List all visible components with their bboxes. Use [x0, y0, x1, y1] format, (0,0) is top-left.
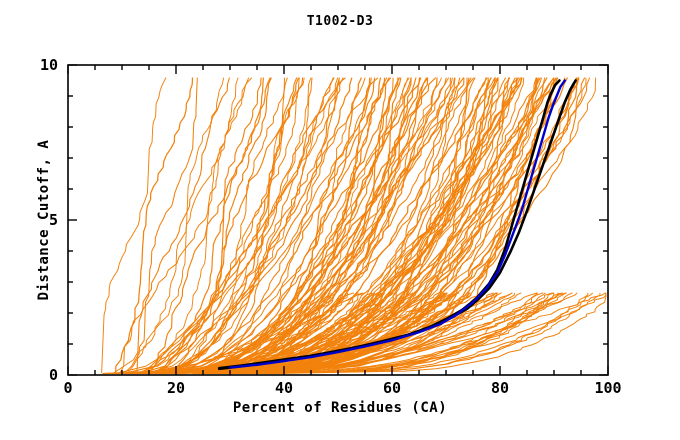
- background-curve: [119, 77, 252, 374]
- x-tick-label-100: 100: [594, 379, 622, 397]
- background-curve: [164, 77, 353, 374]
- y-tick-label-0: 0: [48, 366, 58, 384]
- background-curve: [174, 77, 391, 374]
- background-series-group: [101, 77, 607, 374]
- background-curve: [217, 77, 521, 374]
- background-curve: [130, 292, 363, 374]
- background-curve: [220, 77, 558, 374]
- background-curve: [203, 77, 489, 374]
- background-curve: [175, 77, 421, 374]
- background-curve: [167, 77, 313, 374]
- background-curve: [232, 77, 506, 374]
- background-curve: [181, 77, 470, 374]
- background-curve: [102, 292, 326, 374]
- x-tick-label-0: 0: [63, 379, 73, 397]
- background-curve: [166, 77, 344, 374]
- background-curve: [212, 77, 492, 374]
- background-curve: [184, 77, 455, 373]
- background-curve: [237, 292, 573, 374]
- axis-ticks: [67, 64, 609, 376]
- background-curve: [155, 77, 312, 373]
- background-curve: [178, 77, 410, 373]
- x-tick-label-20: 20: [166, 379, 186, 397]
- page-title: T1002-D3: [306, 14, 374, 29]
- highlight-curve-highlight-blue: [228, 79, 566, 369]
- background-curve: [167, 77, 335, 374]
- y-axis-label: Distance Cutoff, A: [36, 139, 52, 301]
- y-tick-label-5: 5: [48, 211, 58, 229]
- background-curve: [138, 292, 358, 374]
- background-curve: [268, 292, 594, 374]
- background-curve: [134, 292, 376, 374]
- background-curve: [125, 292, 349, 374]
- background-curve: [188, 77, 385, 374]
- background-curve: [192, 77, 442, 373]
- background-curve: [115, 292, 355, 374]
- background-curve: [210, 292, 538, 374]
- background-curve: [222, 77, 456, 374]
- background-curve: [115, 77, 194, 374]
- highlight-series-group: [217, 79, 577, 371]
- background-curve: [276, 292, 607, 374]
- background-curve: [124, 77, 198, 374]
- background-curve: [272, 292, 607, 374]
- background-curve: [101, 77, 167, 374]
- background-curve: [209, 77, 488, 374]
- background-curve: [127, 77, 262, 374]
- background-curve: [119, 77, 288, 374]
- background-curve: [138, 292, 373, 374]
- x-tick-label-60: 60: [382, 379, 402, 397]
- background-curve: [200, 77, 464, 374]
- background-curve: [213, 77, 492, 374]
- background-curve: [188, 77, 402, 374]
- x-tick-label-40: 40: [274, 379, 294, 397]
- background-curve: [143, 77, 376, 374]
- background-curve: [153, 77, 379, 374]
- background-curve: [148, 77, 271, 374]
- background-curve: [264, 292, 601, 374]
- background-curve: [127, 77, 249, 373]
- background-curve: [204, 292, 497, 374]
- background-curve: [148, 292, 394, 374]
- background-curve: [142, 77, 346, 374]
- background-curve: [218, 77, 511, 374]
- background-curve: [211, 77, 519, 374]
- background-curve: [210, 77, 487, 374]
- background-curve: [136, 77, 230, 374]
- background-curve: [165, 292, 414, 374]
- x-axis-label: Percent of Residues (CA): [232, 400, 448, 416]
- background-curve: [241, 77, 546, 373]
- background-curve: [214, 292, 515, 374]
- background-curve: [153, 77, 304, 374]
- background-curve: [178, 77, 362, 374]
- background-curve: [266, 292, 578, 374]
- background-curve: [164, 77, 340, 374]
- background-curve: [160, 77, 339, 374]
- background-curve: [252, 292, 563, 374]
- background-curve: [213, 292, 502, 374]
- background-curve: [198, 77, 465, 374]
- x-tick-label-80: 80: [490, 379, 510, 397]
- y-tick-label-10: 10: [39, 56, 58, 74]
- background-curve: [255, 292, 567, 374]
- background-curve: [196, 77, 438, 374]
- background-curve: [155, 77, 298, 374]
- background-curve: [105, 292, 344, 374]
- background-curve: [261, 292, 607, 374]
- background-curve: [187, 77, 429, 374]
- background-curve: [164, 77, 366, 374]
